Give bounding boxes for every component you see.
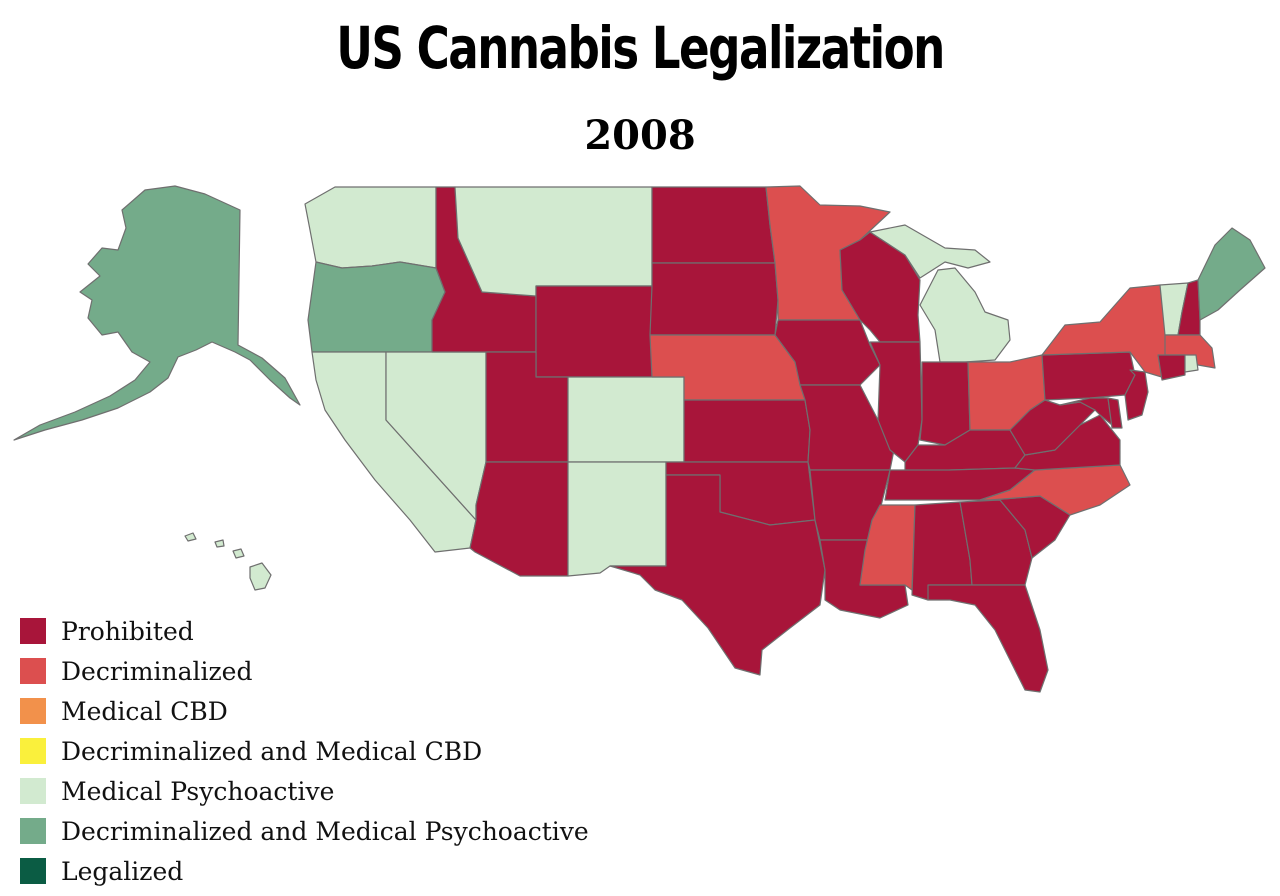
state-colorado[interactable] xyxy=(567,376,685,463)
legend-swatch xyxy=(20,658,46,684)
legend-swatch xyxy=(20,778,46,804)
legend-label: Prohibited xyxy=(61,616,194,646)
legend-label: Medical CBD xyxy=(61,696,228,726)
legend-label: Medical Psychoactive xyxy=(61,776,335,806)
legend-swatch xyxy=(20,618,46,644)
state-new-mexico[interactable] xyxy=(567,461,667,577)
state-oregon[interactable] xyxy=(307,261,446,353)
legend-label: Decriminalized and Medical CBD xyxy=(61,736,483,766)
legend-item: Decriminalized and Medical Psychoactive xyxy=(20,811,589,851)
legend-item: Decriminalized and Medical CBD xyxy=(20,731,589,771)
legend-item: Medical Psychoactive xyxy=(20,771,589,811)
state-arizona[interactable] xyxy=(469,461,569,577)
state-indiana[interactable] xyxy=(919,361,971,446)
state-connecticut[interactable] xyxy=(1157,354,1186,381)
state-rhode-island[interactable] xyxy=(1184,354,1199,373)
legend-label: Decriminalized and Medical Psychoactive xyxy=(61,816,589,846)
state-pennsylvania[interactable] xyxy=(1041,351,1136,401)
state-alaska[interactable] xyxy=(13,185,301,441)
state-wyoming[interactable] xyxy=(535,285,653,378)
state-north-dakota[interactable] xyxy=(651,186,776,264)
state-delaware[interactable] xyxy=(1107,397,1123,429)
state-montana[interactable] xyxy=(454,186,653,297)
state-maine[interactable] xyxy=(1197,227,1266,321)
state-michigan[interactable] xyxy=(869,224,1011,363)
legend-item: Medical CBD xyxy=(20,691,589,731)
state-new-jersey[interactable] xyxy=(1124,369,1149,421)
state-wisconsin[interactable] xyxy=(839,231,921,343)
state-texas[interactable] xyxy=(609,474,826,676)
legend-item: Decriminalized xyxy=(20,651,589,691)
year-subtitle: 2008 xyxy=(584,112,696,159)
legend-label: Decriminalized xyxy=(61,656,253,686)
legend-swatch xyxy=(20,698,46,724)
state-south-dakota[interactable] xyxy=(649,262,779,336)
state-kansas[interactable] xyxy=(683,399,811,463)
legend-swatch xyxy=(20,858,46,884)
state-washington[interactable] xyxy=(304,186,437,269)
state-north-carolina[interactable] xyxy=(979,464,1131,516)
legend-item: Legalized xyxy=(20,851,589,891)
map-legend: Prohibited Decriminalized Medical CBD Decri… xyxy=(20,611,589,891)
legend-swatch xyxy=(20,738,46,764)
page-title: US Cannabis Legalization xyxy=(336,14,945,82)
legend-swatch xyxy=(20,818,46,844)
legend-label: Legalized xyxy=(61,856,184,886)
state-hawaii[interactable] xyxy=(184,532,272,591)
state-florida[interactable] xyxy=(927,584,1049,693)
legend-item: Prohibited xyxy=(20,611,589,651)
state-maryland[interactable] xyxy=(1059,397,1113,426)
